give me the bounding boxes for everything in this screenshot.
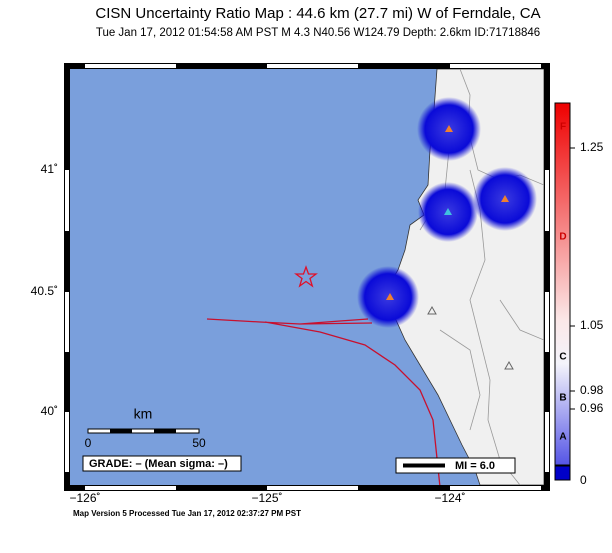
grade-letter: D [559,232,566,243]
station [501,195,509,202]
colorbar-tick: 1.25 [580,140,604,154]
station [386,293,394,300]
mi-legend: MI = 6.0 [455,460,495,472]
lat-label: 41˚ [41,162,58,176]
frame-ticks [65,64,549,490]
grade-box [82,455,242,472]
scale-end: 50 [192,436,206,450]
colorbar-tick: 0.98 [580,383,604,397]
station [427,305,437,315]
footer: Map Version 5 Processed Tue Jan 17, 2012… [73,509,301,518]
station [504,360,514,370]
fault-lines [206,318,441,485]
scale-bar [87,428,200,434]
title: CISN Uncertainty Ratio Map : 44.6 km (27… [95,5,540,22]
grade-letter: C [559,352,566,363]
grade-letter: B [559,393,566,404]
colorbar-tick: 1.05 [580,318,604,332]
lon-label: −125˚ [251,491,282,505]
map-area [70,69,544,485]
lat-label: 40˚ [41,404,58,418]
colorbar-tick: 0.96 [580,401,604,415]
colorbar-ticks [570,147,575,410]
colorbar-zero [554,465,571,481]
colorbar-tick: 0 [580,473,587,487]
station [445,125,453,132]
subtitle: Tue Jan 17, 2012 01:54:58 AM PST M 4.3 N… [96,27,540,39]
station [444,208,452,215]
lon-label: −126˚ [69,491,100,505]
scale-start: 0 [85,436,92,450]
colorbar [554,102,571,466]
scale-bar [110,429,132,433]
lon-label: −124˚ [434,491,465,505]
mi-box [395,457,516,474]
grade: GRADE: – (Mean sigma: –) [89,458,228,470]
grade-letter: F [560,122,566,133]
lat-label: 40.5˚ [31,284,58,298]
grade-letter: A [559,432,566,443]
scale-bar [154,429,176,433]
borders [419,69,544,485]
epicenter [294,265,318,288]
scale-unit: km [134,406,153,422]
